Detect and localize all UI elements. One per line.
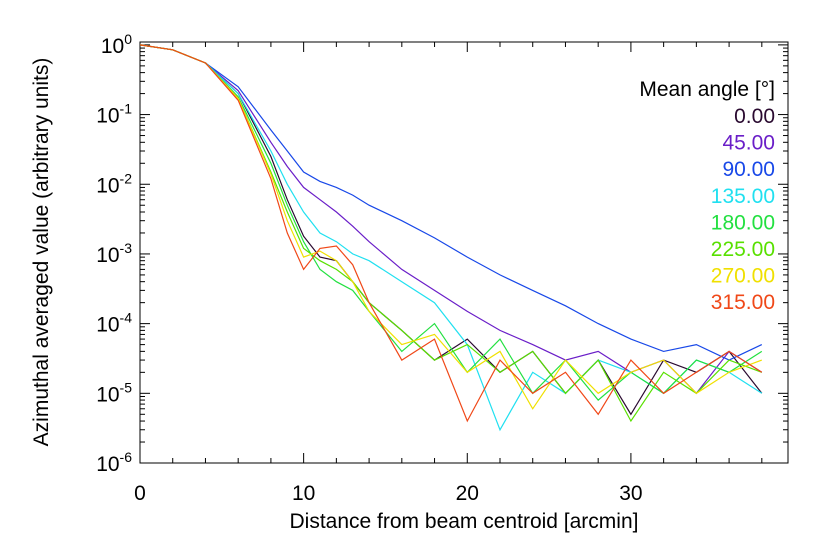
y-tick-label: 100 xyxy=(101,31,132,58)
x-tick-label: 20 xyxy=(456,482,479,505)
x-axis-label: Distance from beam centroid [arcmin] xyxy=(290,510,639,533)
y-tick-label: 10-3 xyxy=(96,240,132,267)
plot-frame xyxy=(139,41,789,464)
y-tick-label: 10-6 xyxy=(96,449,132,476)
legend-entry: 90.00 xyxy=(722,158,775,181)
legend-title: Mean angle [°] xyxy=(639,78,775,101)
series-line xyxy=(140,44,763,423)
y-axis-label: Azimuthal averaged value (arbitrary unit… xyxy=(30,58,53,447)
series-line xyxy=(140,44,763,432)
y-tick-label: 10-4 xyxy=(96,310,132,337)
x-tick-label: 10 xyxy=(292,482,315,505)
legend-entry: 0.00 xyxy=(734,105,775,128)
legend-entry: 225.00 xyxy=(711,238,775,261)
legend-entry: 315.00 xyxy=(711,291,775,314)
legend-entry: 270.00 xyxy=(711,265,775,288)
x-tick-label: 30 xyxy=(619,482,642,505)
y-tick-label: 10-2 xyxy=(96,170,132,197)
y-tick-label: 10-5 xyxy=(96,379,132,406)
legend-entry: 135.00 xyxy=(711,185,775,208)
series-line xyxy=(140,44,763,401)
x-tick-label: 0 xyxy=(134,482,146,505)
series-line xyxy=(140,44,763,410)
y-tick-label: 10-1 xyxy=(96,101,132,128)
legend-entry: 45.00 xyxy=(722,132,775,155)
legend-entry: 180.00 xyxy=(711,211,775,234)
series-line xyxy=(140,44,763,361)
